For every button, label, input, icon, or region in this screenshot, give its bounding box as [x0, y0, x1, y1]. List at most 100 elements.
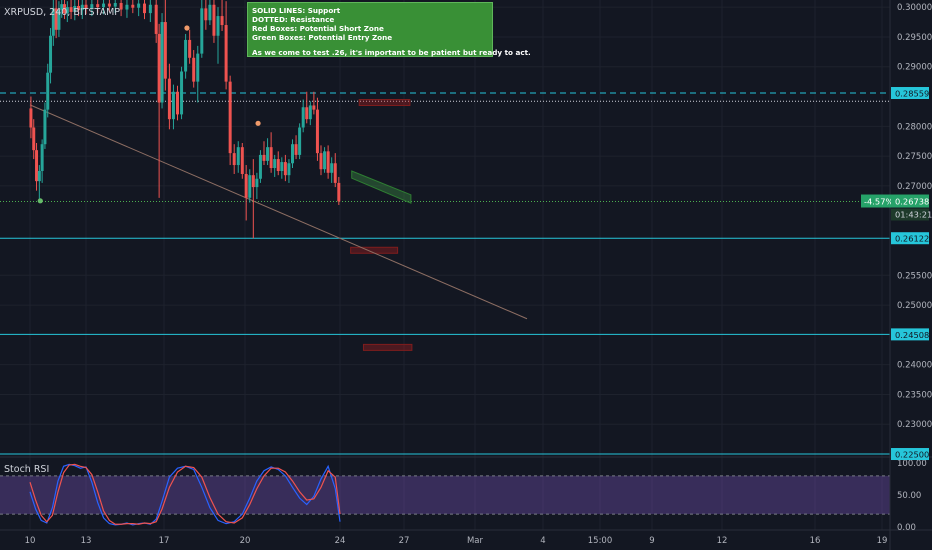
price-level-layer — [0, 92, 890, 455]
candle — [280, 157, 284, 179]
candle — [255, 172, 259, 200]
time-tick-label: 24 — [335, 536, 346, 546]
candle — [262, 141, 266, 166]
candle-body — [330, 163, 334, 173]
marker-layer — [37, 25, 261, 204]
note-line-red-boxes: Red Boxes: Potential Short Zone — [252, 24, 384, 33]
level-price-badge-text: 0.22500 — [895, 450, 929, 460]
candle — [258, 150, 262, 183]
candle-body — [51, 8, 55, 36]
candle-body — [43, 109, 47, 145]
candle-body — [333, 163, 337, 183]
candle — [291, 139, 294, 169]
time-tick-label: 10 — [25, 536, 36, 546]
price-tick-label: 0.30000 — [897, 3, 932, 13]
candle — [157, 23, 161, 198]
candle — [84, 0, 88, 15]
time-tick-label: 9 — [649, 536, 654, 546]
candle — [248, 169, 252, 203]
candle-body — [319, 153, 323, 170]
axis-layer: 0.30000 0.29500 0.29000 0.28000 0.27500 0.270… — [25, 3, 932, 546]
candle — [49, 28, 53, 84]
candle — [283, 154, 287, 182]
candle — [137, 0, 141, 17]
candle — [308, 101, 312, 126]
time-tick-label: 16 — [810, 536, 821, 546]
level-price-badge — [891, 328, 929, 341]
price-change-text: -4.57% — [864, 197, 893, 207]
time-tick-label: 13 — [81, 536, 92, 546]
candle — [65, 1, 69, 23]
candle — [244, 165, 248, 221]
candle-body — [157, 33, 161, 103]
candle-body — [255, 178, 259, 188]
candle-body — [57, 10, 61, 30]
candle — [251, 159, 255, 239]
candle-body — [37, 171, 41, 182]
candle-body — [287, 163, 291, 176]
stoch-d-line — [29, 463, 341, 525]
candle — [220, 0, 224, 31]
candle-body — [29, 108, 33, 128]
candle-body — [294, 144, 298, 155]
candle-body — [69, 7, 73, 12]
stoch-band — [0, 475, 890, 515]
candle — [107, 0, 111, 12]
candle-body — [184, 39, 188, 72]
candle-body — [143, 3, 146, 14]
candle-body — [196, 53, 200, 82]
candle-body — [137, 3, 141, 8]
time-tick-label: 20 — [240, 536, 251, 546]
candle-body — [60, 4, 64, 11]
candle — [113, 0, 117, 14]
candle-body — [102, 3, 106, 8]
candle — [80, 0, 84, 20]
stoch-k-line — [29, 463, 341, 526]
price-tick-label: 0.25500 — [897, 271, 932, 281]
candle-body — [262, 154, 266, 161]
time-tick-label: 27 — [399, 536, 410, 546]
candle — [228, 75, 232, 166]
price-change-badge — [861, 194, 891, 208]
stoch-tick-label: 100.00 — [897, 459, 927, 469]
time-tick-label: 19 — [877, 536, 888, 546]
price-tick-label: 0.28000 — [897, 122, 932, 132]
candle — [60, 0, 64, 18]
candle-body — [171, 91, 175, 120]
candle-body — [160, 22, 164, 103]
short-zone-box — [358, 99, 411, 107]
candle-body — [266, 147, 270, 161]
candle — [323, 147, 327, 173]
level-price-badge — [891, 448, 929, 461]
candle-body — [269, 147, 273, 169]
candle-body — [77, 5, 81, 11]
candle — [119, 0, 123, 17]
candle — [333, 153, 337, 188]
price-tick-label: 0.24000 — [897, 361, 932, 371]
descending-trendline — [29, 104, 528, 320]
symbol-title: XRPUSD, 240, BITSTAMP — [4, 7, 120, 18]
candle-body — [40, 144, 44, 172]
candle — [167, 63, 171, 130]
candle — [29, 96, 33, 139]
candle-body — [188, 39, 192, 58]
candle-body — [49, 35, 53, 73]
high-marker — [184, 25, 190, 31]
price-tick-label: 0.23000 — [897, 420, 932, 430]
candle — [46, 63, 50, 118]
candle — [312, 91, 316, 115]
candle — [208, 0, 212, 26]
candle-body — [236, 147, 240, 166]
candle — [35, 142, 39, 191]
candle — [184, 33, 188, 79]
candle — [40, 139, 44, 183]
entry-zone-box — [351, 170, 412, 204]
candle-body — [280, 162, 284, 172]
candle-body — [305, 107, 309, 120]
annotation-note: SOLID LINES: Support DOTTED: Resistance … — [247, 2, 531, 57]
candle-body — [192, 57, 196, 82]
candle — [266, 138, 270, 166]
candle — [240, 142, 244, 179]
candle — [37, 165, 41, 200]
